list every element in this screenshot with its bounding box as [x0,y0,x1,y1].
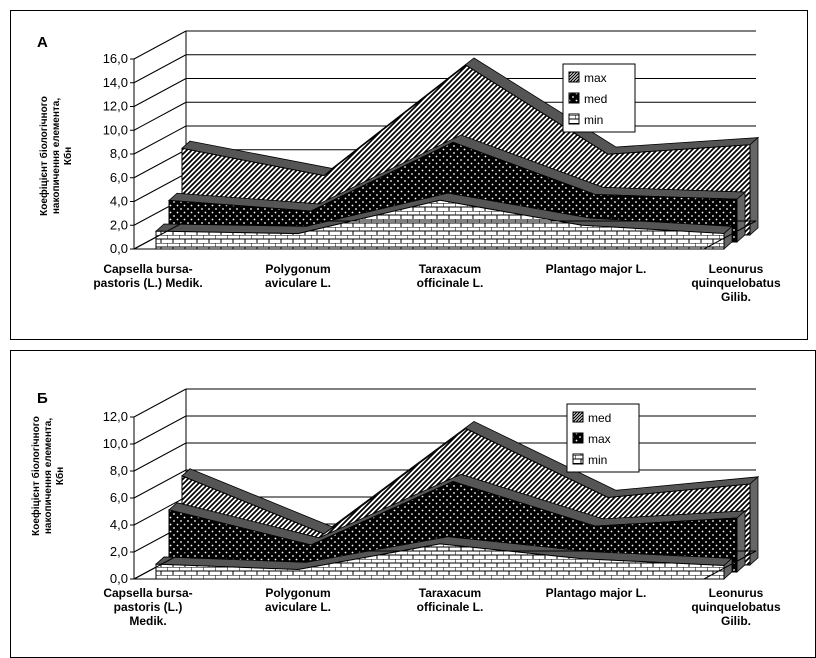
category-label: Plantago major L. [546,586,647,600]
grid-diagonal [134,55,186,83]
y-tick-label: 16,0 [103,51,128,66]
category-label: pastoris (L.) [114,600,183,614]
y-tick-label: 4,0 [110,517,128,532]
grid-diagonal [134,31,186,59]
y-tick-label: 12,0 [103,409,128,424]
y-tick-label: 2,0 [110,217,128,232]
y-axis-label: Кбн [54,467,66,485]
category-label: Capsella bursa- [103,262,192,276]
legend-swatch-med [573,412,583,422]
y-tick-label: 6,0 [110,170,128,185]
grid-diagonal [134,102,186,130]
grid-diagonal [134,150,186,178]
y-tick-label: 6,0 [110,490,128,505]
chart-panel-a: 0,0 2,0 4,0 6,0 8,0 10,0 12,0 14,0 16,0 Capsella … [10,10,808,340]
area-side-max [750,138,758,235]
legend-label: med [584,92,607,106]
grid-diagonal [134,79,186,107]
category-label: Medik. [129,614,166,628]
area-side-max [737,511,745,572]
panel-label: Б [37,390,48,407]
category-label: Taraxacum [419,262,481,276]
legend-swatch-min [573,454,583,464]
y-tick-label: 4,0 [110,194,128,209]
legend-swatch-min [569,114,579,124]
y-tick-label: 12,0 [103,99,128,114]
y-tick-label: 8,0 [110,463,128,478]
category-label: Plantago major L. [546,262,647,276]
y-axis-label: Кбн [62,147,74,165]
y-tick-label: 0,0 [110,571,128,586]
grid-diagonal [134,470,186,498]
category-label: quinquelobatus [691,276,781,290]
category-label: officinale L. [417,600,484,614]
y-axis-label: накопичення елемента, [43,418,54,535]
legend-label: med [588,411,611,425]
category-label: aviculare L. [265,600,331,614]
y-axis-label: Коефіцієнт біологічного [38,96,50,216]
category-label: Gilib. [721,290,751,304]
category-label: aviculare L. [265,276,331,290]
chart-panel-b: 0,0 2,0 4,0 6,0 8,0 10,0 12,0 Capsella bursa-pa… [10,350,816,658]
category-label: pastoris (L.) Medik. [93,276,202,290]
grid-diagonal [134,126,186,154]
category-label: Capsella bursa- [103,586,192,600]
category-label: Leonurus [709,586,764,600]
y-tick-label: 10,0 [103,122,128,137]
category-label: Polygonum [265,586,330,600]
y-tick-label: 2,0 [110,544,128,559]
legend-label: max [584,71,607,85]
y-axis-label: Коефіцієнт біологічного [30,416,42,536]
legend-swatch-med [569,93,579,103]
category-label: Gilib. [721,614,751,628]
legend-swatch-max [573,433,583,443]
legend-swatch-max [569,72,579,82]
y-tick-label: 10,0 [103,436,128,451]
category-label: officinale L. [417,276,484,290]
category-label: Polygonum [265,262,330,276]
legend-label: min [584,113,603,127]
grid-diagonal [134,443,186,471]
grid-diagonal [134,389,186,417]
grid-diagonal [134,416,186,444]
legend-label: min [588,453,607,467]
y-axis-label: накопичення елемента, [51,98,62,215]
y-tick-label: 8,0 [110,146,128,161]
legend-label: max [588,432,611,446]
category-label: Taraxacum [419,586,481,600]
y-tick-label: 14,0 [103,75,128,90]
category-label: quinquelobatus [691,600,781,614]
panel-label: А [37,34,48,51]
y-tick-label: 0,0 [110,241,128,256]
chart-a-svg: 0,0 2,0 4,0 6,0 8,0 10,0 12,0 14,0 16,0 Capsella … [11,11,807,339]
chart-b-svg: 0,0 2,0 4,0 6,0 8,0 10,0 12,0 Capsella bursa-pa… [11,351,815,657]
area-side-med [737,192,745,242]
category-label: Leonurus [709,262,764,276]
